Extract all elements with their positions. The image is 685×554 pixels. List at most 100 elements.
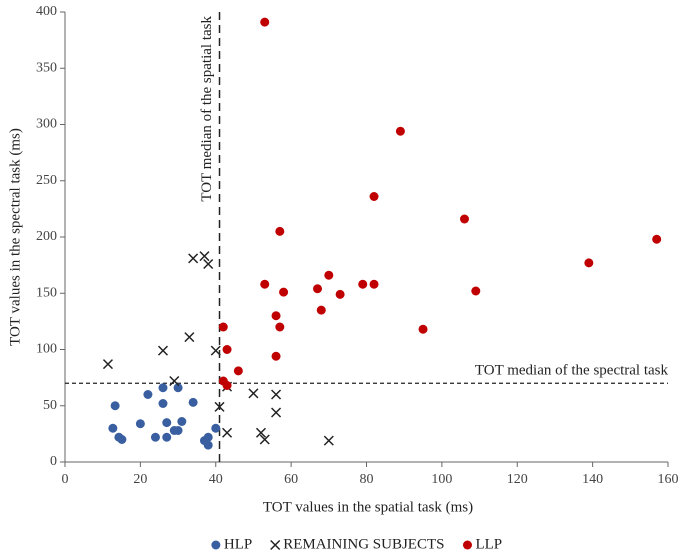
data-point (260, 279, 270, 289)
x-marker (323, 435, 334, 446)
data-point (203, 440, 213, 450)
data-point (135, 419, 145, 429)
data-point (210, 345, 221, 356)
data-point (162, 432, 172, 442)
x-tick-label: 40 (209, 472, 223, 487)
x-tick-label: 80 (360, 472, 374, 487)
data-point (157, 345, 169, 356)
data-point (313, 284, 323, 294)
x-marker (157, 345, 169, 356)
data-point (255, 427, 267, 438)
data-point (110, 401, 120, 411)
x-tick-label: 60 (284, 472, 298, 487)
data-point (462, 540, 472, 550)
y-tick-label: 250 (36, 173, 57, 188)
data-point (211, 423, 221, 433)
x-tick-label: 160 (658, 472, 679, 487)
data-point (199, 251, 210, 262)
x-tick-label: 100 (431, 472, 452, 487)
y-tick-label: 100 (36, 342, 57, 357)
y-tick-label: 300 (36, 117, 57, 132)
x-tick-label: 120 (507, 472, 528, 487)
y-tick-label: 50 (43, 398, 57, 413)
data-point (117, 435, 127, 444)
x-marker (271, 389, 282, 400)
data-point (143, 390, 153, 399)
data-point (259, 434, 270, 445)
data-point (271, 407, 282, 418)
legend-label: LLP (475, 536, 502, 552)
data-point (203, 258, 214, 270)
data-point (323, 435, 334, 446)
data-point (260, 17, 270, 27)
median-annotation: TOT median of the spectral task (475, 363, 669, 379)
data-point (271, 311, 281, 321)
data-point (279, 287, 289, 297)
data-point (275, 226, 285, 236)
data-point (222, 427, 233, 438)
y-tick-label: 400 (36, 4, 57, 19)
legend-label: HLP (224, 536, 252, 552)
data-point (102, 359, 113, 370)
x-marker (222, 427, 233, 438)
y-tick-label: 200 (36, 229, 57, 244)
x-marker (169, 375, 180, 387)
data-point (248, 388, 259, 399)
y-tick-label: 150 (36, 285, 57, 300)
x-marker (270, 539, 281, 551)
data-point (471, 286, 481, 296)
legend-item: HLP (211, 536, 252, 552)
x-marker (214, 401, 225, 412)
data-point (184, 332, 195, 343)
data-point (211, 540, 221, 550)
x-marker (255, 427, 267, 438)
data-point (150, 432, 160, 442)
data-point (459, 214, 469, 224)
x-tick-label: 0 (62, 472, 69, 487)
data-point (173, 383, 183, 393)
data-point (369, 192, 379, 201)
data-point (418, 324, 428, 334)
data-point (218, 322, 228, 332)
x-marker (188, 253, 199, 264)
x-marker (184, 332, 195, 343)
y-tick-label: 350 (36, 60, 57, 75)
data-point (316, 305, 326, 315)
y-axis-label: TOT values in the spectral task (ms) (7, 128, 23, 346)
data-point (335, 289, 345, 299)
x-marker (248, 388, 259, 399)
x-marker (203, 258, 214, 270)
data-point (652, 234, 662, 244)
data-point (169, 375, 180, 387)
data-point (369, 279, 379, 289)
data-point (270, 539, 281, 551)
legend-item: LLP (462, 536, 502, 552)
x-axis-label: TOT values in the spatial task (ms) (263, 499, 473, 515)
data-point (158, 383, 168, 393)
data-point (188, 397, 198, 407)
data-point (214, 401, 225, 412)
data-point (584, 258, 594, 268)
data-point (324, 270, 334, 280)
x-tick-label: 140 (582, 472, 603, 487)
legend-label: REMAINING SUBJECTS (283, 536, 444, 552)
data-point (222, 345, 232, 354)
data-point (271, 389, 282, 400)
data-point (158, 399, 168, 408)
legend-item: REMAINING SUBJECTS (270, 536, 444, 552)
data-point (395, 126, 405, 136)
data-point (275, 322, 285, 332)
data-point (358, 279, 368, 289)
data-point (222, 381, 232, 390)
x-marker (271, 407, 282, 418)
legend: HLP REMAINING SUBJECTS LLP (211, 536, 502, 552)
data-point (188, 253, 199, 264)
data-point (162, 418, 172, 428)
y-tick-label: 0 (50, 454, 57, 469)
x-marker (210, 345, 221, 356)
x-tick-label: 20 (133, 472, 147, 487)
data-point (233, 366, 243, 376)
data-point (271, 351, 281, 361)
median-annotation: TOT median of the spatial task (199, 16, 215, 202)
